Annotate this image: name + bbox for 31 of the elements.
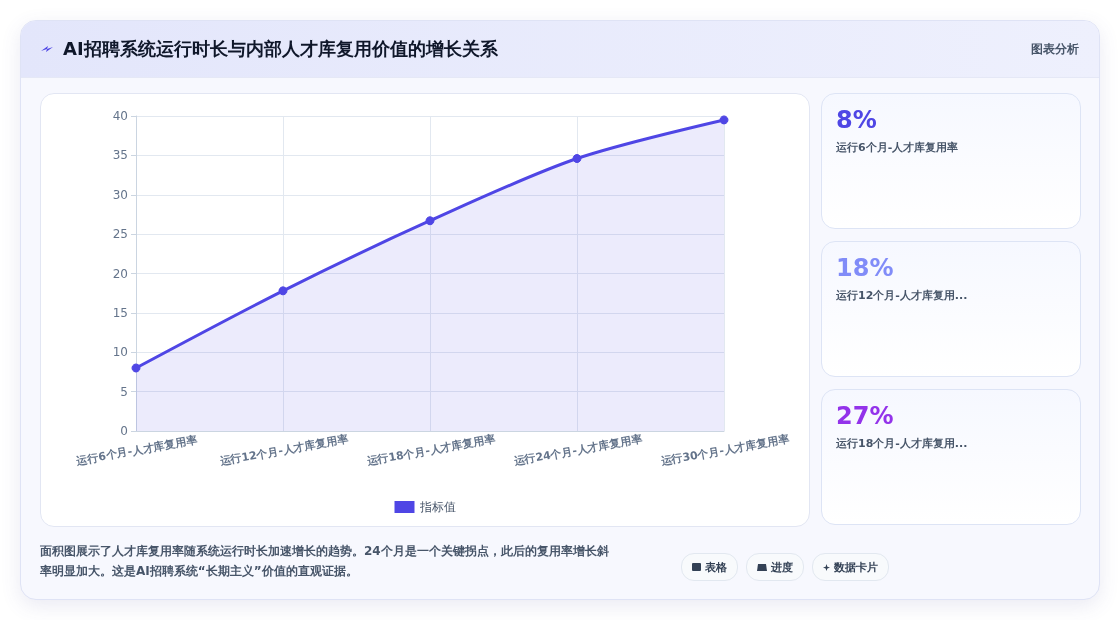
text: 运行18个月-人才库复用... [836, 436, 969, 451]
text: 27% [836, 402, 895, 430]
y-tick-label: 25 [112, 227, 128, 242]
point [131, 363, 141, 373]
legend-label: 指标值 [418, 500, 456, 514]
x-tick-label: 运行30个月-人才库复用率 [658, 432, 791, 469]
x-tick-label: 运行24个月-人才库复用率 [511, 432, 644, 469]
y-tick-label: 15 [112, 305, 128, 320]
point [719, 115, 729, 125]
text: 运行12个月-人才库复用... [836, 288, 969, 303]
point [572, 154, 582, 164]
x-tick-label: 运行18个月-人才库复用率 [364, 432, 497, 469]
text: 表格 [681, 553, 738, 581]
text: 数据卡片 [812, 553, 889, 581]
text: 8% [836, 106, 878, 134]
point [278, 286, 288, 296]
text: 图表分析 [1031, 40, 1079, 58]
y-tick-label: 35 [112, 148, 128, 163]
text: 进度 [746, 553, 804, 581]
y-tick-label: 20 [112, 266, 128, 281]
y-tick-label: 10 [112, 345, 128, 360]
text: 18% [836, 254, 895, 282]
y-tick-label: 40 [112, 109, 128, 123]
text: 面积图展示了人才库复用率随系统运行时长加速增长的趋势。24个月是一个关键拐点，此后的复用率增长斜率明显加大。这是AI招聘系统“长期主义”价值的直观证据。 [40, 543, 610, 580]
y-tick-label: 0 [120, 424, 128, 438]
y-tick-label: 5 [120, 384, 128, 399]
x-tick-label: 运行12个月-人才库复用率 [217, 432, 350, 469]
point [425, 216, 435, 226]
text: 运行6个月-人才库复用率 [836, 140, 960, 155]
y-tick-label: 30 [112, 187, 128, 202]
chart-title: AI招聘系统运行时长与内部人才库复用价值的增长关系 [63, 37, 498, 61]
